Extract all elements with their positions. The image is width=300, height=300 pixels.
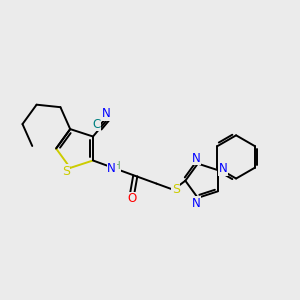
Text: N: N — [102, 107, 110, 120]
Text: N: N — [192, 152, 201, 165]
Text: N: N — [219, 162, 228, 175]
Text: S: S — [172, 183, 180, 196]
Text: S: S — [62, 165, 70, 178]
Text: N: N — [192, 197, 201, 210]
Text: N: N — [107, 162, 116, 175]
Text: C: C — [92, 118, 100, 130]
Text: H: H — [113, 161, 120, 171]
Text: O: O — [127, 193, 136, 206]
